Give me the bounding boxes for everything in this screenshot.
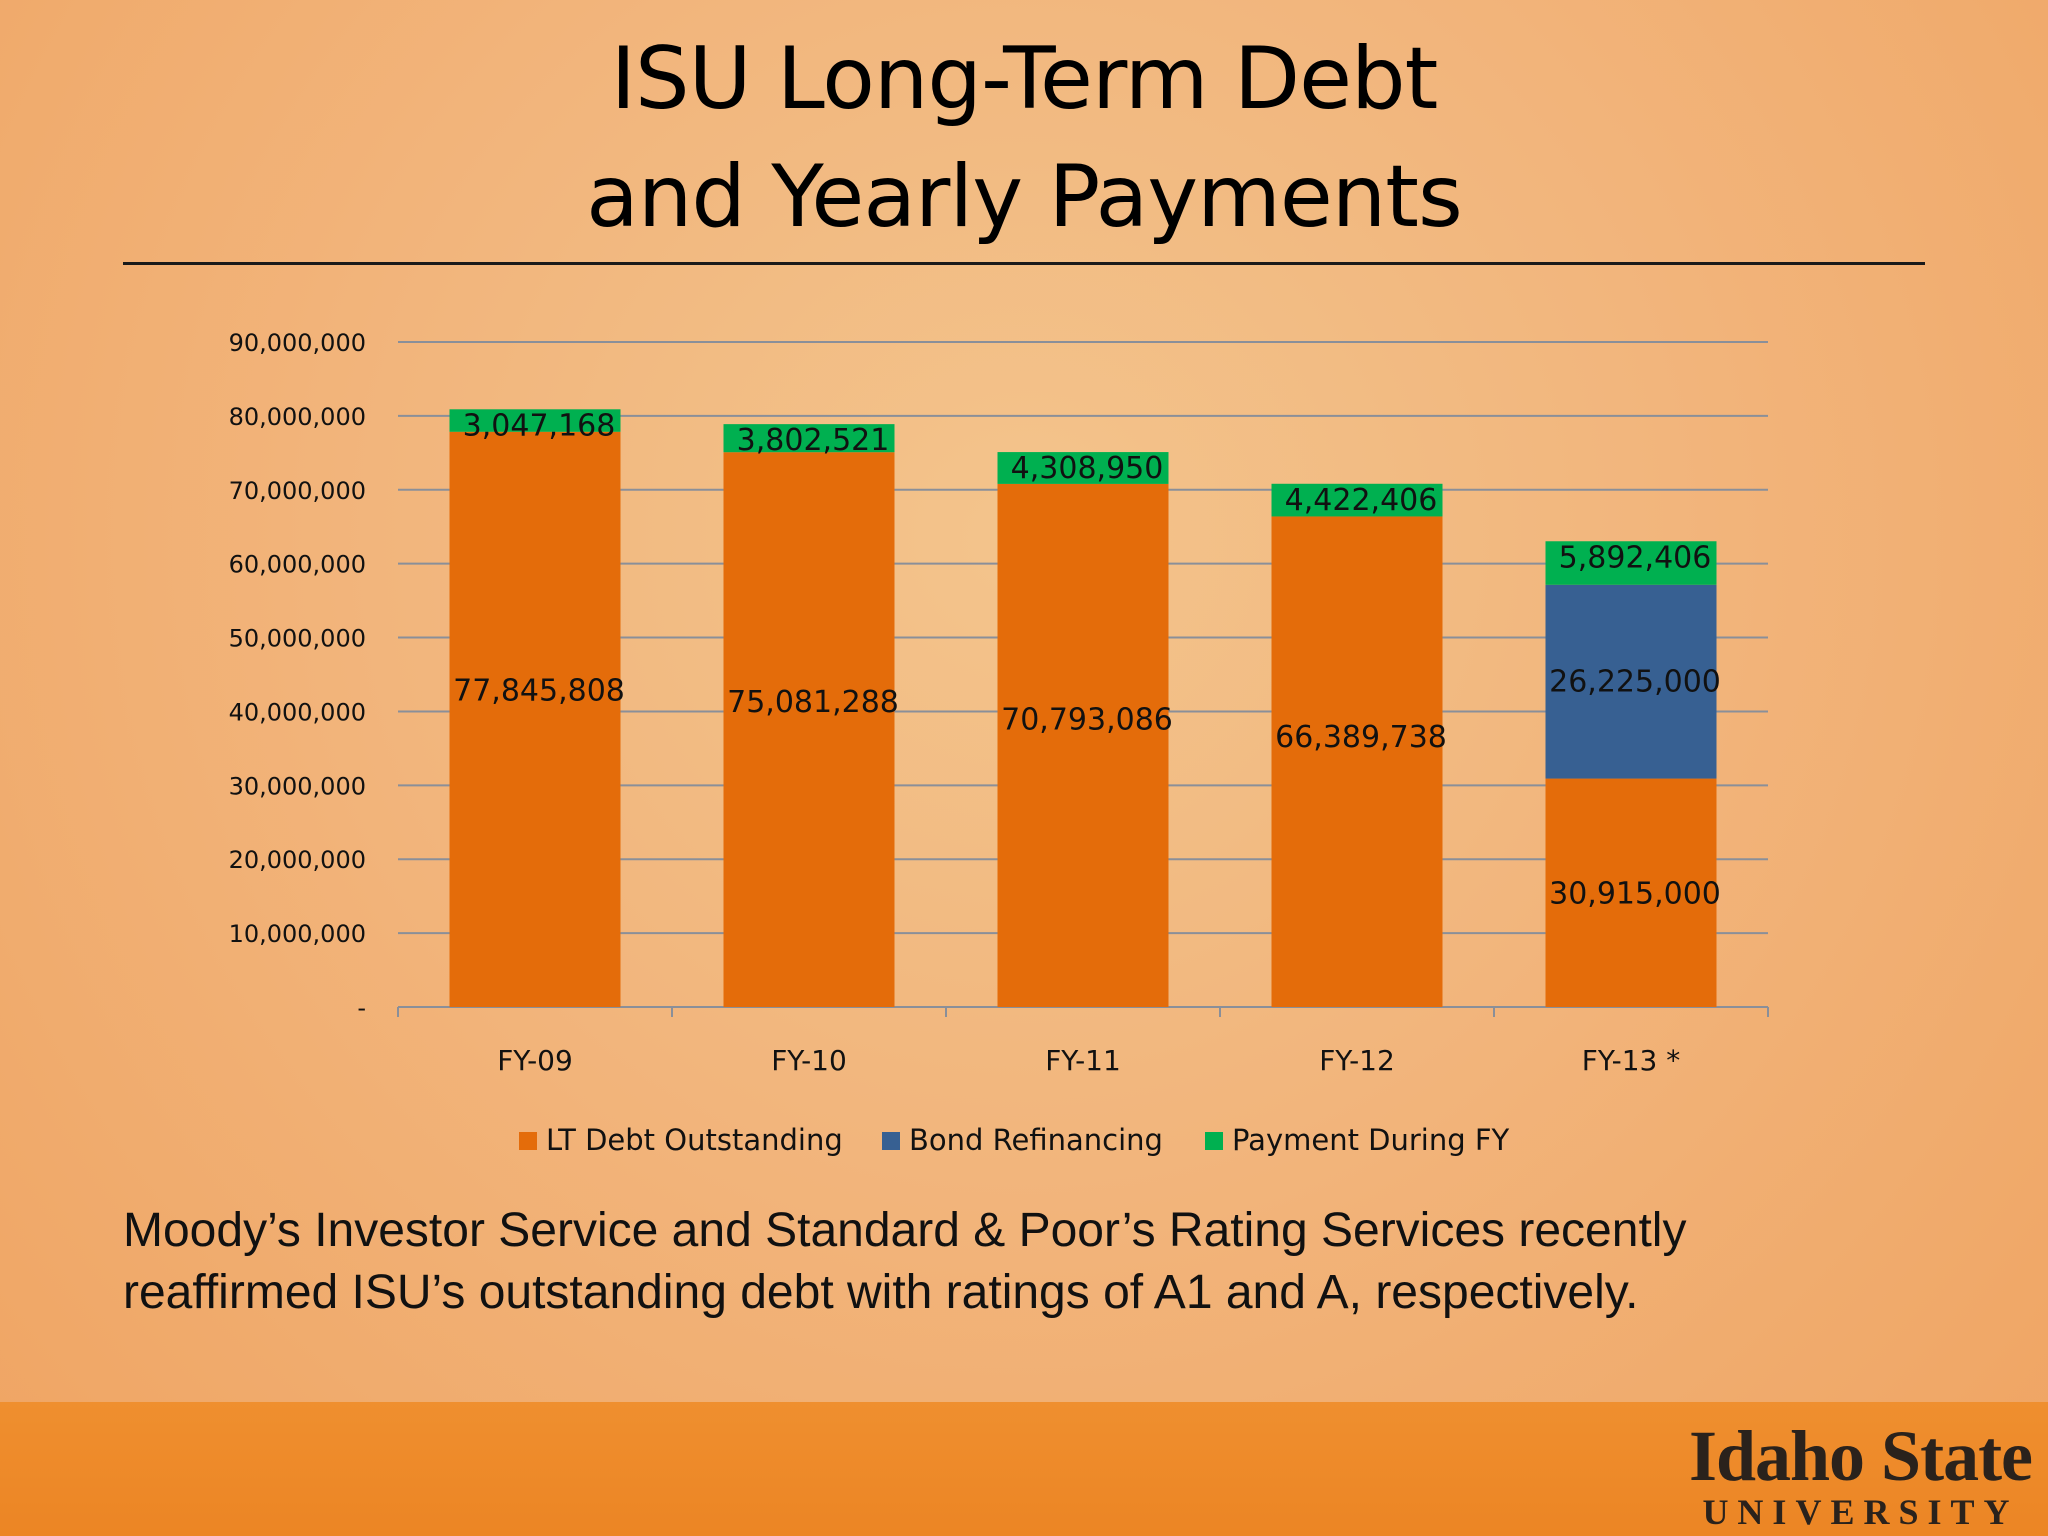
data-label: 70,793,086 (1001, 702, 1173, 737)
data-label: 4,422,406 (1285, 483, 1438, 518)
bar-segment (723, 452, 895, 1008)
stacked-bar-chart: - 10,000,000 20,000,000 30,000,000 40,000,00… (229, 329, 1769, 1157)
y-tick-label: 30,000,000 (229, 772, 366, 800)
y-tick-label: 80,000,000 (229, 403, 366, 431)
data-label: 26,225,000 (1549, 665, 1721, 700)
bar-segment (449, 409, 621, 432)
y-tick-label: 40,000,000 (229, 698, 366, 726)
data-label: 4,308,950 (1011, 451, 1164, 486)
slide-title: ISU Long-Term Debt and Yearly Payments (0, 20, 2048, 256)
logo-wordmark: Idaho State (1688, 1416, 2033, 1496)
data-label: 3,047,168 (463, 408, 616, 443)
x-tick-label: FY-12 (1319, 1044, 1395, 1077)
caption-line-2: reaffirmed ISU’s outstanding debt with r… (123, 1266, 1639, 1319)
legend-swatch (882, 1132, 900, 1150)
legend-swatch (1205, 1132, 1223, 1150)
bar-segment (1545, 541, 1717, 585)
y-tick-label: 70,000,000 (229, 477, 366, 505)
bar-segment (1545, 778, 1717, 1007)
x-tick-label: FY-11 (1045, 1044, 1121, 1077)
legend-label: Bond Refinancing (909, 1123, 1163, 1157)
bar-segment (723, 424, 895, 453)
data-label: 3,802,521 (737, 423, 890, 458)
bar-segment (1271, 483, 1443, 517)
bar-segment (997, 483, 1169, 1008)
bar-segment (1545, 584, 1717, 779)
bar-segment (997, 452, 1169, 484)
data-label: 66,389,738 (1275, 720, 1447, 755)
y-tick-label: 50,000,000 (229, 625, 366, 653)
x-tick-label: FY-13 * (1582, 1044, 1681, 1077)
legend-label: Payment During FY (1232, 1123, 1510, 1157)
x-tick-label: FY-10 (771, 1044, 847, 1077)
bar-segment (1271, 516, 1443, 1007)
x-tick-label: FY-09 (497, 1044, 573, 1077)
y-tick-label: - (357, 994, 366, 1022)
caption-line-1: Moody’s Investor Service and Standard & … (123, 1204, 1687, 1257)
title-line-1: ISU Long-Term Debt (610, 29, 1439, 129)
data-label: 75,081,288 (727, 685, 899, 720)
data-label: 5,892,406 (1559, 540, 1712, 575)
y-tick-label: 10,000,000 (229, 920, 366, 948)
legend-label: LT Debt Outstanding (546, 1123, 843, 1157)
logo-subtext: UNIVERSITY (1702, 1492, 2019, 1532)
footer-band (0, 1402, 2048, 1536)
university-logo: Idaho State UNIVERSITY (1688, 1416, 2033, 1532)
y-tick-label: 90,000,000 (229, 329, 366, 357)
y-tick-label: 20,000,000 (229, 846, 366, 874)
title-divider (123, 262, 1925, 265)
caption: Moody’s Investor Service and Standard & … (123, 1200, 1943, 1324)
legend-swatch (519, 1132, 537, 1150)
y-tick-label: 60,000,000 (229, 551, 366, 579)
title-line-2: and Yearly Payments (586, 147, 1463, 247)
bar-segment (449, 431, 621, 1007)
data-label: 77,845,808 (453, 674, 625, 709)
data-label: 30,915,000 (1549, 877, 1721, 912)
